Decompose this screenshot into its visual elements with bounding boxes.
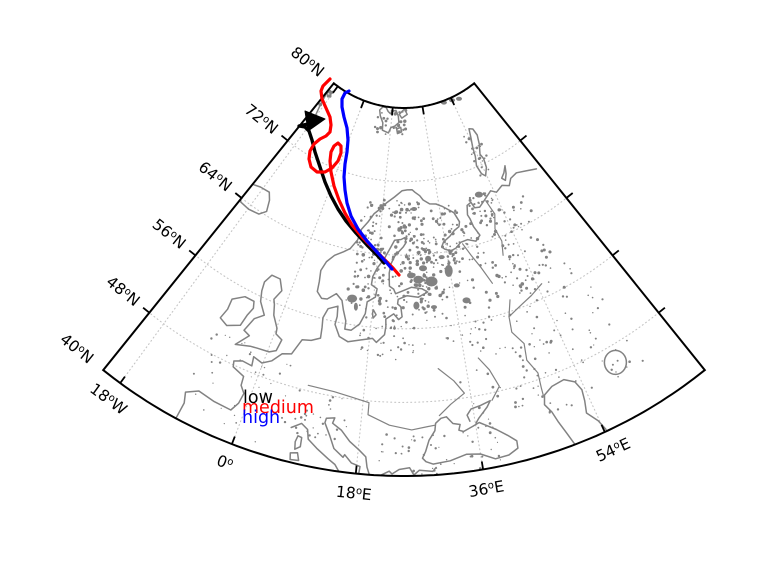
lat-label-64N: 64oN bbox=[195, 158, 235, 196]
lon-tick-bottom--18 bbox=[119, 376, 126, 384]
coast-europe-main bbox=[175, 168, 538, 420]
lon-label-18E: 18oE bbox=[335, 483, 372, 505]
coast-dnieper-river bbox=[437, 368, 465, 417]
lat-tick-72 bbox=[280, 134, 289, 142]
coast-italy-adriatic-greece bbox=[290, 417, 437, 477]
lake-beloye bbox=[453, 283, 460, 288]
coast-volga-river bbox=[508, 299, 544, 396]
meridian-54E bbox=[450, 97, 606, 433]
lon-label-36E: 36oE bbox=[467, 477, 505, 501]
map-frame bbox=[101, 81, 707, 477]
coast-svalbard-edgeoya bbox=[395, 126, 403, 135]
coast-gotland bbox=[371, 309, 377, 319]
lon-tick-bottom-54 bbox=[600, 424, 606, 433]
lat-tick-72 bbox=[519, 134, 528, 142]
lat-label-40N: 40oN bbox=[56, 330, 96, 368]
lake-saimaa-3 bbox=[419, 265, 427, 272]
parallel-56N bbox=[191, 251, 615, 330]
lat-label-56N: 56oN bbox=[149, 215, 189, 253]
coast-caspian-west bbox=[543, 378, 607, 445]
coast-danube-river bbox=[307, 384, 436, 431]
lake-oulujarvi bbox=[425, 255, 432, 262]
lon-tick-bottom-18 bbox=[354, 465, 358, 474]
lat-tick-56 bbox=[188, 249, 197, 257]
coast-ireland bbox=[219, 295, 255, 327]
lake-rybinsk bbox=[462, 297, 471, 304]
parallel-48N bbox=[144, 308, 661, 403]
lon-label-0deg: 0o bbox=[214, 452, 235, 475]
coast-novaya-zemlya bbox=[468, 128, 488, 177]
lat-label-48N: 48oN bbox=[103, 273, 143, 311]
lake-speckles bbox=[192, 89, 644, 475]
meridian-18E bbox=[355, 106, 394, 475]
coast-azov-sea bbox=[466, 399, 491, 424]
lon-tick-top-54 bbox=[450, 97, 456, 106]
lat-tick-56 bbox=[611, 249, 620, 257]
lon-tick-top-0 bbox=[360, 100, 365, 109]
coast-black-sea bbox=[421, 416, 519, 465]
coast-kama-river bbox=[508, 283, 543, 318]
parallel-64N bbox=[238, 195, 569, 256]
coast-dvina-river bbox=[462, 243, 493, 284]
trajectory-high bbox=[340, 89, 394, 271]
lat-label-80N: 80oN bbox=[287, 43, 327, 81]
coast-corsica bbox=[294, 435, 303, 450]
trajectory-low bbox=[297, 121, 386, 265]
axis-ticks bbox=[119, 85, 666, 474]
coast-sardinia bbox=[289, 451, 300, 462]
meridian--18E bbox=[119, 85, 339, 384]
coast-don-river bbox=[477, 357, 500, 401]
lake-inari bbox=[411, 207, 418, 211]
coast-vaygach bbox=[500, 165, 507, 182]
lat-tick-64 bbox=[234, 192, 243, 199]
lake-vygozero bbox=[438, 255, 445, 260]
lon-tick-bottom-0 bbox=[231, 436, 236, 445]
trajectory-low-arrowhead bbox=[304, 110, 326, 132]
lake-kolguyev bbox=[474, 191, 483, 198]
lon-tick-top--18 bbox=[332, 85, 339, 94]
trajectories bbox=[297, 77, 401, 277]
coast-britain bbox=[234, 274, 283, 353]
lake-fjl-3 bbox=[456, 96, 462, 101]
lon-tick-top-18 bbox=[391, 107, 394, 116]
coast-svalbard-ne bbox=[398, 108, 408, 119]
graticule bbox=[119, 85, 661, 475]
lake-onega bbox=[444, 264, 453, 277]
lat-label-72N: 72oN bbox=[241, 101, 281, 139]
lat-tick-64 bbox=[565, 192, 574, 199]
lat-tick-48 bbox=[658, 306, 666, 314]
lon-tick-bottom-36 bbox=[480, 461, 484, 470]
trajectory-medium bbox=[307, 77, 401, 277]
lake-aral bbox=[603, 349, 628, 376]
lon-tick-top-36 bbox=[421, 106, 425, 115]
lat-tick-48 bbox=[142, 306, 150, 314]
lon-label-54E: 54oE bbox=[593, 434, 633, 465]
meridian-0E bbox=[231, 100, 365, 445]
lake-vattern bbox=[353, 302, 358, 311]
coastlines bbox=[175, 83, 628, 477]
